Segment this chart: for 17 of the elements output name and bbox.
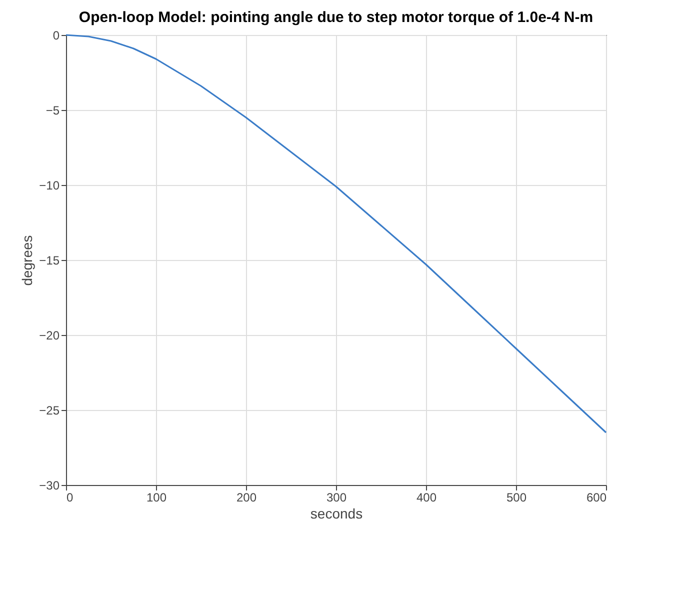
y-axis-title: degrees — [19, 235, 36, 286]
y-tick-label: −30 — [39, 478, 60, 492]
x-tick-label: 100 — [146, 490, 167, 504]
y-tick-label: −10 — [39, 178, 60, 192]
x-tick-label: 500 — [506, 490, 527, 504]
x-tick-label: 200 — [236, 490, 257, 504]
y-tick-label: −15 — [39, 254, 60, 268]
x-tick-label: 400 — [416, 490, 437, 504]
y-tick-label: −5 — [46, 104, 60, 118]
y-tick-label: −25 — [39, 404, 60, 418]
x-tick-label: 300 — [326, 490, 347, 504]
x-tick-label: 0 — [66, 490, 74, 504]
chart-title: Open-loop Model: pointing angle due to step motor torque of 1.0e-4 N-m — [78, 9, 594, 26]
y-tick-label: 0 — [52, 28, 60, 42]
x-axis-title: seconds — [310, 506, 363, 522]
x-tick-label: 600 — [586, 490, 607, 504]
y-tick-label: −20 — [39, 328, 60, 342]
